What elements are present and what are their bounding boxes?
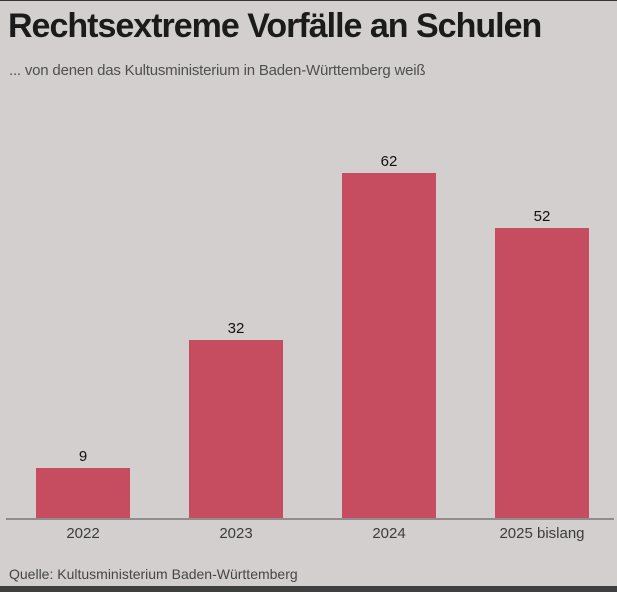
x-tick-2025-bislang: 2025 bislang [499, 525, 585, 542]
value-label-2024: 62 [380, 153, 398, 170]
value-label-2023: 32 [227, 320, 245, 337]
value-label-2022: 9 [78, 448, 88, 465]
chart-subtitle: ... von denen das Kultusministerium in B… [9, 62, 426, 79]
chart-title: Rechtsextreme Vorfälle an Schulen [8, 7, 542, 45]
x-axis-line [6, 518, 614, 520]
x-tick-2024: 2024 [372, 525, 406, 542]
value-label-2025-bislang: 52 [533, 208, 551, 225]
bar-2025-bislang [495, 228, 589, 518]
bar-2022 [36, 468, 130, 518]
source-note: Quelle: Kultusministerium Baden-Württemb… [9, 566, 298, 582]
bar-2024 [342, 173, 436, 518]
x-tick-2022: 2022 [66, 525, 100, 542]
x-tick-2023: 2023 [219, 525, 253, 542]
bar-2023 [189, 340, 283, 518]
bottom-border-strip [0, 586, 617, 592]
